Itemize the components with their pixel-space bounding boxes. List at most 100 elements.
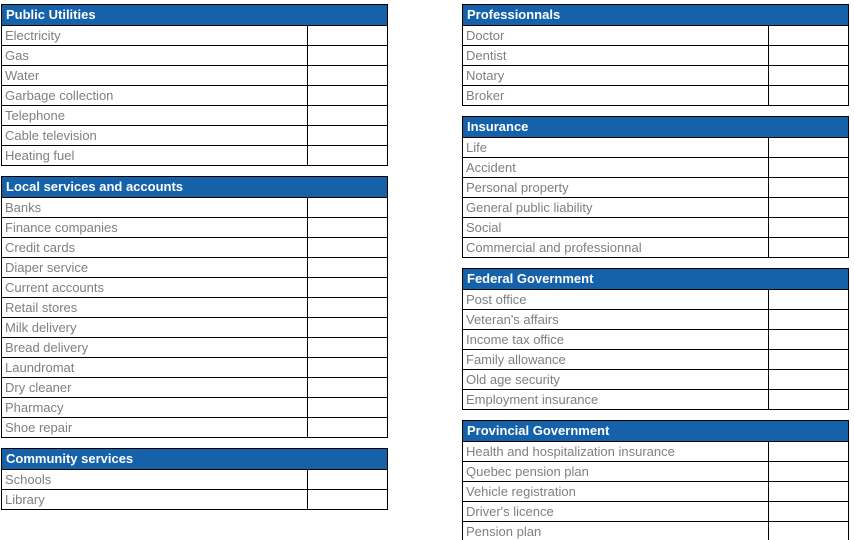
table-row: Driver's licence (462, 501, 850, 522)
table-row: Family allowance (462, 349, 849, 370)
item-label: Pension plan (462, 521, 769, 540)
check-cell[interactable] (307, 237, 388, 258)
table-row: Telephone (1, 105, 389, 126)
table-row: Dentist (462, 45, 850, 66)
section-header-row: Public Utilities (0, 4, 389, 26)
item-label: Old age security (462, 369, 769, 390)
item-label: Milk delivery (1, 317, 308, 338)
item-label: Garbage collection (1, 85, 308, 106)
check-cell[interactable] (306, 125, 389, 146)
section-title: Local services and accounts (1, 176, 388, 198)
table-row: Diaper service (1, 257, 388, 278)
section-title: Provincial Government (461, 420, 850, 442)
check-cell[interactable] (767, 521, 850, 540)
section-header-row: Federal Government (462, 268, 849, 290)
section-table-public-utilities: Public Utilities Electricity Gas Water Garba… (0, 4, 389, 166)
check-cell[interactable] (307, 337, 388, 358)
table-row: Library (1, 489, 389, 510)
check-cell[interactable] (767, 237, 850, 258)
item-label: Schools (1, 469, 308, 490)
check-cell[interactable] (768, 349, 849, 370)
item-label: Shoe repair (1, 417, 308, 438)
table-row: Current accounts (1, 277, 388, 298)
check-cell[interactable] (307, 297, 388, 318)
table-row: Credit cards (1, 237, 388, 258)
check-cell[interactable] (767, 65, 850, 86)
table-row: Accident (462, 157, 850, 178)
item-label: Diaper service (1, 257, 308, 278)
item-label: Personal property (462, 177, 769, 198)
section-table-insurance: Insurance Life Accident Personal property Ge… (461, 116, 850, 258)
check-cell[interactable] (306, 469, 389, 490)
check-cell[interactable] (768, 369, 849, 390)
check-cell[interactable] (307, 417, 388, 438)
item-label: Library (1, 489, 308, 510)
check-cell[interactable] (768, 309, 849, 330)
table-row: Pension plan (462, 521, 850, 540)
check-cell[interactable] (767, 481, 850, 502)
item-label: Electricity (1, 25, 308, 46)
check-cell[interactable] (767, 25, 850, 46)
section-title: Public Utilities (0, 4, 389, 26)
item-label: Veteran's affairs (462, 309, 769, 330)
check-cell[interactable] (306, 65, 389, 86)
table-row: Retail stores (1, 297, 388, 318)
item-label: Employment insurance (462, 389, 769, 410)
check-cell[interactable] (307, 397, 388, 418)
check-cell[interactable] (767, 85, 850, 106)
check-cell[interactable] (307, 317, 388, 338)
checklist-right-column: Professionnals Doctor Dentist Notary Broker I… (461, 4, 850, 540)
check-cell[interactable] (306, 85, 389, 106)
check-cell[interactable] (768, 329, 849, 350)
check-cell[interactable] (767, 441, 850, 462)
item-label: Social (462, 217, 769, 238)
section-header-row: Provincial Government (461, 420, 850, 442)
section-table-provincial-government: Provincial Government Health and hospital… (461, 420, 850, 540)
check-cell[interactable] (307, 217, 388, 238)
table-row: Social (462, 217, 850, 238)
item-label: Dentist (462, 45, 769, 66)
check-cell[interactable] (306, 145, 389, 166)
check-cell[interactable] (307, 277, 388, 298)
table-row: Veteran's affairs (462, 309, 849, 330)
table-row: Commercial and professionnal (462, 237, 850, 258)
check-cell[interactable] (768, 389, 849, 410)
check-cell[interactable] (767, 45, 850, 66)
check-cell[interactable] (306, 45, 389, 66)
table-row: Quebec pension plan (462, 461, 850, 482)
section-header-row: Professionnals (461, 4, 850, 26)
item-label: Post office (462, 289, 769, 310)
table-row: Finance companies (1, 217, 388, 238)
check-cell[interactable] (767, 197, 850, 218)
item-label: Broker (462, 85, 769, 106)
table-row: Broker (462, 85, 850, 106)
check-cell[interactable] (767, 461, 850, 482)
item-label: Doctor (462, 25, 769, 46)
table-row: Health and hospitalization insurance (462, 441, 850, 462)
item-label: Notary (462, 65, 769, 86)
check-cell[interactable] (307, 257, 388, 278)
check-cell[interactable] (306, 105, 389, 126)
check-cell[interactable] (307, 357, 388, 378)
check-cell[interactable] (306, 489, 389, 510)
table-row: Water (1, 65, 389, 86)
check-cell[interactable] (767, 177, 850, 198)
section-table-community-services: Community services Schools Library (0, 448, 389, 510)
check-cell[interactable] (307, 377, 388, 398)
check-cell[interactable] (306, 25, 389, 46)
table-row: Bread delivery (1, 337, 388, 358)
item-label: Quebec pension plan (462, 461, 769, 482)
table-row: Vehicle registration (462, 481, 850, 502)
item-label: Health and hospitalization insurance (462, 441, 769, 462)
section-header-row: Insurance (461, 116, 850, 138)
check-cell[interactable] (767, 217, 850, 238)
section-header-row: Community services (0, 448, 389, 470)
check-cell[interactable] (767, 501, 850, 522)
check-cell[interactable] (767, 157, 850, 178)
check-cell[interactable] (768, 289, 849, 310)
item-label: Telephone (1, 105, 308, 126)
item-label: Pharmacy (1, 397, 308, 418)
item-label: Credit cards (1, 237, 308, 258)
check-cell[interactable] (307, 197, 388, 218)
check-cell[interactable] (767, 137, 850, 158)
